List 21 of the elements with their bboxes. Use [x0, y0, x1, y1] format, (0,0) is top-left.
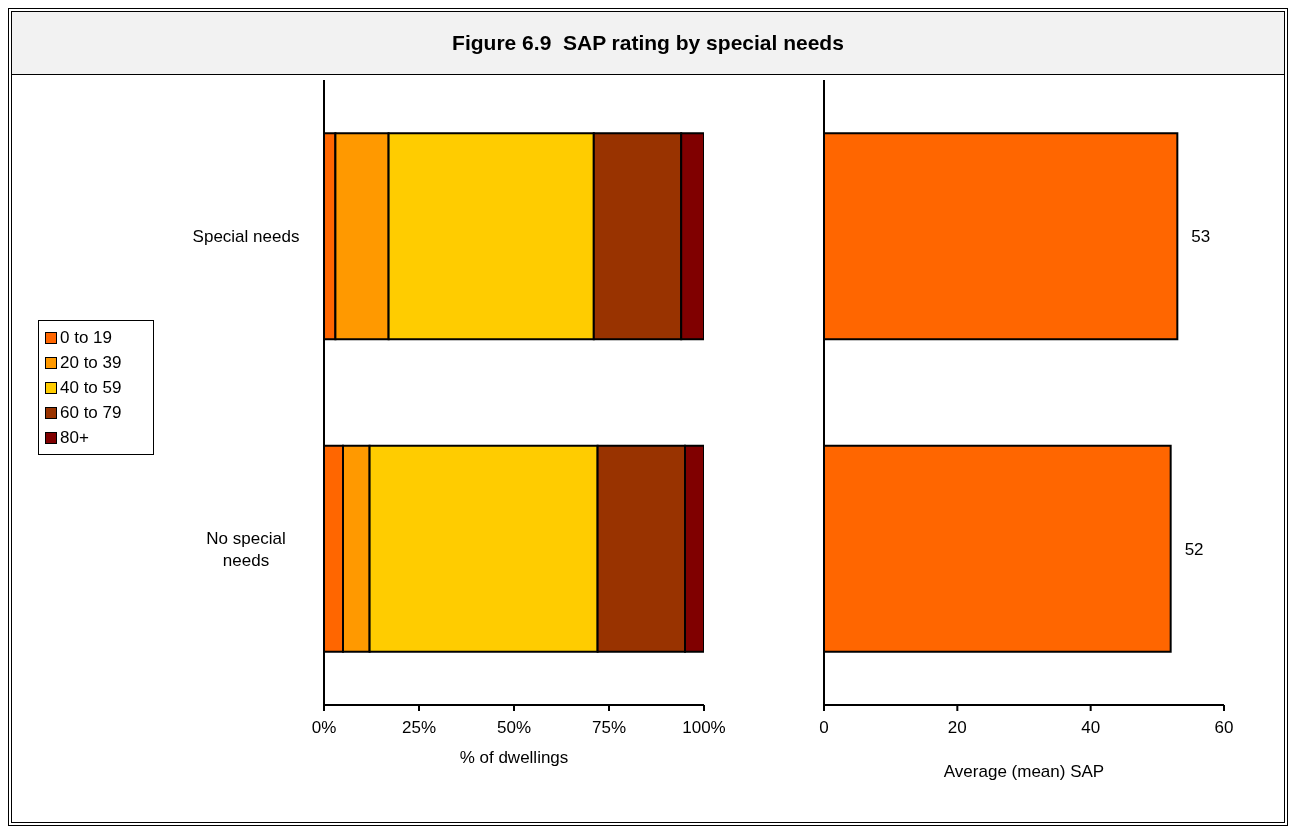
x-tick-label: 25%	[401, 718, 437, 738]
x-tick-label: 0	[819, 718, 829, 738]
chart-title: Figure 6.9 SAP rating by special needs	[12, 12, 1284, 75]
x-tick-label: 20	[947, 718, 967, 738]
x-tick-label: 75%	[591, 718, 627, 738]
y-tick-label: No special needs	[206, 528, 286, 570]
data-label: 52	[1184, 539, 1204, 559]
legend-label: 80+	[60, 427, 89, 448]
legend-label: 20 to 39	[60, 352, 122, 373]
y-tick-label: Special needs	[192, 227, 300, 247]
legend-label: 40 to 59	[60, 377, 122, 398]
x-tick-label: 40	[1081, 718, 1101, 738]
x-axis-title: % of dwellings	[459, 748, 569, 767]
x-axis-title: Average (mean) SAP	[943, 762, 1105, 781]
data-label: 53	[1191, 227, 1211, 247]
x-tick-label: 60	[1214, 718, 1234, 738]
x-tick-label: 100%	[682, 718, 726, 738]
legend-label: 60 to 79	[60, 402, 122, 423]
x-tick-label: 50%	[496, 718, 532, 738]
legend-label: 0 to 19	[60, 327, 112, 348]
x-tick-label: 0%	[311, 718, 337, 738]
